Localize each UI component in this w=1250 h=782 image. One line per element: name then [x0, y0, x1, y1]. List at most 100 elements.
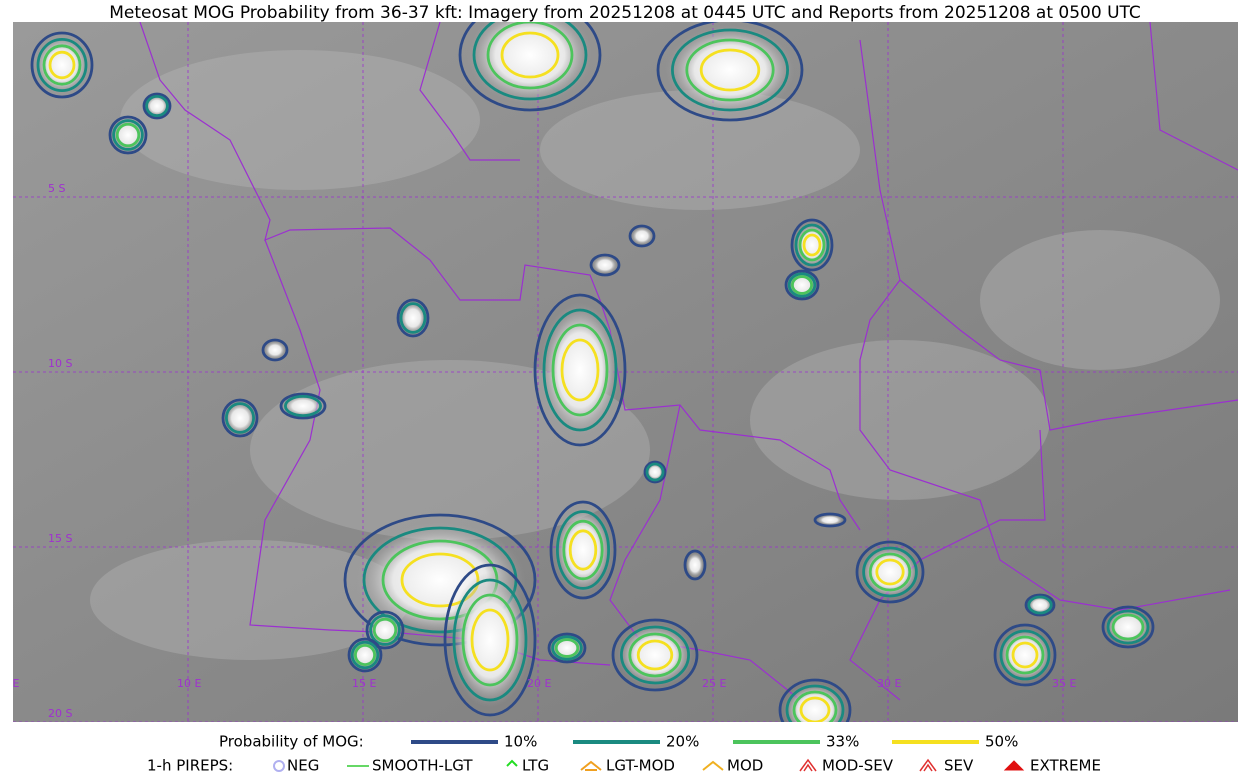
pirep-icon	[799, 758, 817, 772]
contour	[452, 578, 528, 702]
cloud-core	[224, 401, 256, 435]
cloud-core	[539, 302, 621, 438]
contour	[699, 48, 761, 92]
cloud-core	[145, 95, 169, 117]
contour	[791, 275, 814, 295]
contour	[36, 38, 88, 93]
cloud-core	[449, 572, 531, 708]
legend-label: EXTREME	[1030, 757, 1101, 775]
contour	[470, 608, 510, 672]
contour	[1111, 613, 1145, 641]
cloud-core	[467, 22, 593, 105]
lat-label: 15 S	[48, 532, 72, 545]
cloud-core	[646, 463, 664, 481]
contour	[472, 22, 588, 101]
contour	[790, 218, 834, 272]
contour	[628, 632, 682, 678]
contour	[999, 629, 1051, 681]
contour	[798, 228, 826, 262]
contour	[568, 529, 598, 571]
contour	[656, 22, 804, 122]
lon-label: 15 E	[352, 677, 376, 690]
lon-label: 20 E	[527, 677, 551, 690]
contour	[685, 38, 775, 102]
cloud-core	[665, 25, 795, 115]
contour	[868, 552, 912, 592]
contour	[778, 678, 852, 722]
legend-label: MOD	[727, 757, 763, 775]
legend: Probability of MOG: 10% 20% 33% 50% 1-h PIREP…	[147, 733, 1101, 775]
contour	[787, 272, 817, 298]
contour	[279, 392, 327, 420]
contour	[785, 684, 845, 722]
contour	[347, 637, 383, 673]
legend-label: SEV	[944, 757, 974, 775]
pirep-icon	[1003, 760, 1025, 771]
contour	[643, 460, 667, 484]
contour	[365, 610, 405, 650]
lon-label: 5 E	[2, 677, 19, 690]
contour	[115, 122, 141, 148]
legend-label: 33%	[826, 733, 859, 751]
contour	[875, 558, 905, 586]
pirep-icon	[702, 760, 724, 771]
cloud-core	[631, 227, 653, 245]
contour	[343, 513, 537, 647]
contour	[396, 298, 430, 338]
probability-contours	[30, 22, 1155, 722]
contour	[551, 635, 583, 661]
contour	[30, 31, 94, 99]
lon-label: 30 E	[877, 677, 901, 690]
contour	[369, 614, 401, 646]
contour	[1101, 605, 1155, 649]
cloud	[980, 230, 1220, 370]
contour	[42, 44, 82, 86]
contour	[221, 398, 259, 438]
contour	[533, 293, 627, 447]
contour	[372, 617, 398, 643]
contour	[1027, 595, 1053, 615]
pirep-icon	[580, 760, 602, 771]
cloud	[750, 340, 1050, 500]
legend-label: 50%	[985, 733, 1018, 751]
legend-title: 1-h PIREPS:	[147, 757, 233, 775]
contour	[993, 623, 1057, 687]
lat-label: 10 S	[48, 357, 72, 370]
contour	[799, 696, 831, 722]
legend-label: NEG	[287, 757, 319, 775]
contour	[556, 510, 611, 590]
contour	[671, 28, 790, 112]
contour	[628, 224, 656, 248]
contour	[855, 540, 925, 604]
contour	[224, 402, 255, 434]
cloud	[120, 50, 480, 190]
cloud-core	[783, 683, 847, 722]
legend-label: LGT-MOD	[606, 757, 675, 775]
cloud	[540, 90, 860, 210]
legend-label: 10%	[504, 733, 537, 751]
contour	[458, 22, 602, 112]
contour	[283, 394, 322, 417]
cloud-core	[686, 552, 704, 578]
contour	[862, 546, 918, 598]
contour	[461, 593, 519, 687]
contour	[500, 31, 560, 79]
contour	[683, 549, 707, 581]
graticule-labels: 5 E 10 E 15 E 20 E 25 E 30 E 35 E 5 S 10 S 15 S 20…	[2, 182, 1076, 720]
contour	[636, 639, 674, 671]
contour	[261, 338, 289, 362]
cloud-core	[399, 301, 427, 335]
lat-label: 20 S	[48, 707, 72, 720]
contour	[562, 519, 604, 581]
contour	[784, 269, 820, 301]
contour	[813, 512, 847, 528]
contour	[611, 618, 699, 692]
contour	[350, 640, 380, 670]
contour	[108, 115, 148, 155]
contour	[554, 638, 580, 658]
contour	[48, 50, 76, 80]
contour	[1005, 635, 1045, 675]
contour	[560, 338, 600, 402]
cloud-core	[592, 256, 618, 274]
